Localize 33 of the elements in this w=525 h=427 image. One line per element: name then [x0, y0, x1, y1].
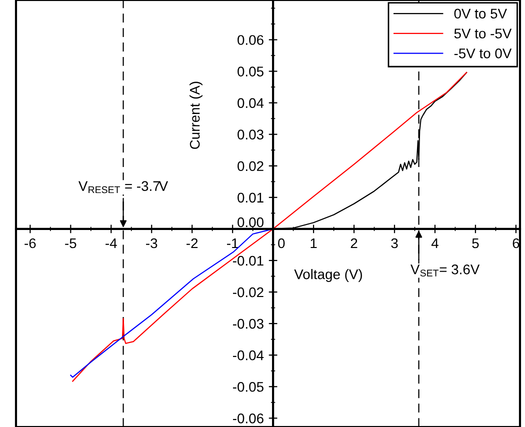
- y-tick-label: -0.01: [232, 256, 264, 266]
- y-tick-label: 0.06: [238, 35, 264, 45]
- y-tick-label: 0.02: [238, 161, 264, 172]
- ref-line-label: V$_{SET}$= 3.6V: [410, 264, 480, 276]
- ref-line-label: V$_{RESET}$ = -3.7V: [78, 181, 168, 194]
- y-tick-label: -0.03: [232, 318, 264, 329]
- legend-label: 0V to 5V: [454, 8, 507, 19]
- x-tick-label: 3: [391, 238, 398, 248]
- x-tick-label: -3: [146, 238, 158, 248]
- x-tick-label: 6: [512, 238, 520, 248]
- y-tick-label: -0.05: [232, 382, 264, 392]
- y-axis-title: Current (A): [190, 82, 202, 149]
- y-tick-label: 0.00: [238, 217, 264, 228]
- x-tick-label: 0: [278, 238, 285, 248]
- x-tick-label: -6: [24, 238, 36, 248]
- x-tick-label: 2: [350, 238, 358, 248]
- y-tick-label: 0.05: [238, 66, 264, 76]
- y-tick-label: -0.02: [232, 287, 264, 298]
- x-tick-label: -4: [106, 238, 117, 248]
- x-tick-label: 1: [310, 238, 317, 248]
- x-tick-label: 4: [431, 238, 438, 248]
- x-tick-label: -2: [186, 238, 198, 248]
- x-tick-label: -5: [65, 238, 76, 248]
- y-tick-label: 0.01: [238, 192, 264, 203]
- y-tick-label: 0.03: [238, 130, 264, 140]
- y-tick-label: -0.06: [232, 414, 264, 424]
- y-tick-label: -0.04: [232, 350, 264, 360]
- legend-label: 5V to -5V: [454, 28, 512, 38]
- y-tick-label: 0.04: [238, 98, 264, 108]
- x-tick-label: -1: [227, 238, 238, 248]
- x-tick-label: 5: [472, 238, 479, 248]
- x-axis-title: Voltage (V): [294, 269, 362, 282]
- legend-label: -5V to 0V: [454, 48, 512, 58]
